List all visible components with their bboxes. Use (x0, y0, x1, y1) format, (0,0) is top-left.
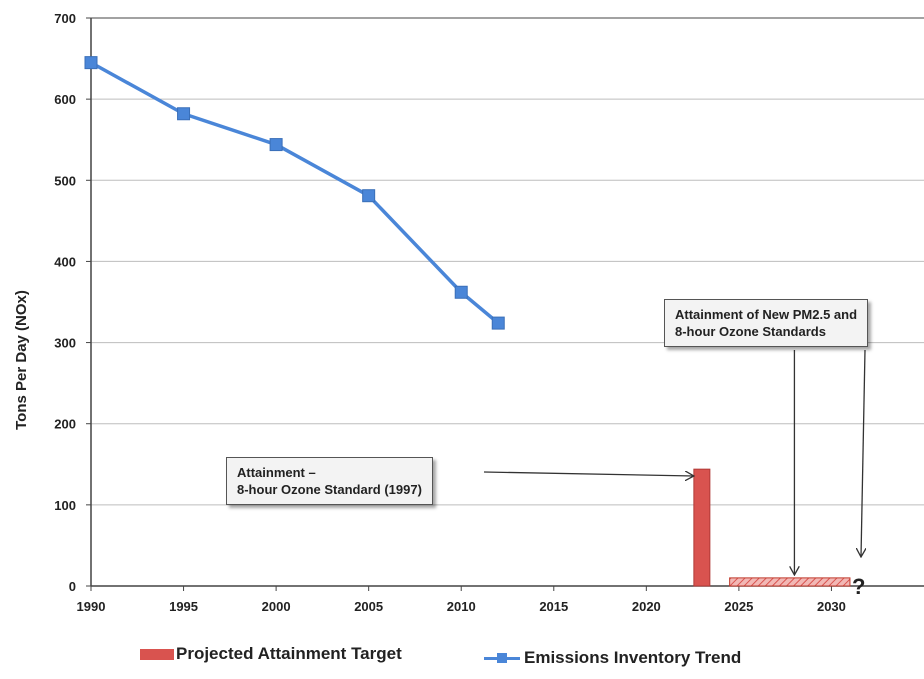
x-tick-label: 1995 (169, 599, 198, 614)
x-tick-label: 2015 (539, 599, 568, 614)
y-tick-label: 100 (54, 498, 76, 513)
annotation-ozone-1997: Attainment – 8-hour Ozone Standard (1997… (226, 457, 433, 505)
legend-item-attainment: Projected Attainment Target (140, 644, 402, 664)
bar-attainment-target (693, 468, 711, 587)
legend-swatch-line (484, 652, 520, 664)
bar-hatched-target (729, 577, 851, 587)
y-tick-label: 400 (54, 254, 76, 269)
emissions-point (177, 107, 191, 121)
y-tick-label: 700 (54, 11, 76, 26)
x-tick-label: 2000 (262, 599, 291, 614)
x-tick-label: 2030 (817, 599, 846, 614)
x-tick-label: 1990 (77, 599, 106, 614)
attainment-bars (693, 468, 851, 587)
gridlines (91, 17, 924, 506)
emissions-point (454, 285, 468, 299)
y-tick-label: 300 (54, 336, 76, 351)
unknown-target-marker: ? (852, 574, 866, 599)
y-axis-label: Tons Per Day (NOx) (13, 290, 30, 430)
legend-swatch-bar (140, 648, 174, 660)
emissions-point (84, 56, 98, 70)
y-tick-label: 200 (54, 417, 76, 432)
annotation-ozone-1997-line2: 8-hour Ozone Standard (1997) (237, 482, 422, 497)
legend-item-emissions: Emissions Inventory Trend (484, 648, 741, 668)
emissions-line (90, 61, 500, 325)
emissions-point (269, 138, 283, 152)
annotation-new-standards: Attainment of New PM2.5 and 8-hour Ozone… (664, 299, 869, 347)
y-tick-label: 0 (69, 579, 76, 594)
x-tick-label: 2005 (354, 599, 383, 614)
x-tick-label: 2025 (724, 599, 753, 614)
annotation-new-standards-line1: Attainment of New PM2.5 and (675, 307, 858, 322)
emissions-point (362, 189, 376, 203)
annotation-new-standards-line2: 8-hour Ozone Standards (675, 324, 826, 339)
annotation-arrows (483, 349, 865, 575)
x-tick-labels: 1990 1995 2000 2005 2010 2015 2020 2025 2030 (77, 599, 846, 614)
y-tick-labels: 0 100 200 300 400 500 600 700 (54, 11, 76, 594)
emissions-series (84, 56, 505, 330)
y-tick-label: 500 (54, 173, 76, 188)
x-tick-label: 2010 (447, 599, 476, 614)
arrow-new-standards-unknown (861, 349, 865, 557)
arrow-ozone-1997 (483, 472, 694, 476)
x-tick-label: 2020 (632, 599, 661, 614)
emissions-point (491, 316, 505, 330)
legend-label-attainment: Projected Attainment Target (176, 644, 402, 663)
annotation-ozone-1997-line1: Attainment – (237, 465, 316, 480)
y-tick-label: 600 (54, 92, 76, 107)
legend-label-emissions: Emissions Inventory Trend (524, 648, 742, 667)
